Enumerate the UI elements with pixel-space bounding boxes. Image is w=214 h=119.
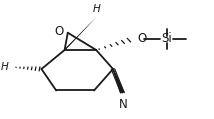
Text: H: H — [92, 4, 100, 14]
Text: Si: Si — [161, 32, 172, 45]
Polygon shape — [64, 17, 96, 50]
Text: O: O — [137, 32, 146, 45]
Text: O: O — [54, 25, 64, 38]
Text: H: H — [1, 62, 9, 72]
Polygon shape — [64, 17, 96, 50]
Text: N: N — [119, 98, 128, 111]
Polygon shape — [112, 69, 125, 93]
